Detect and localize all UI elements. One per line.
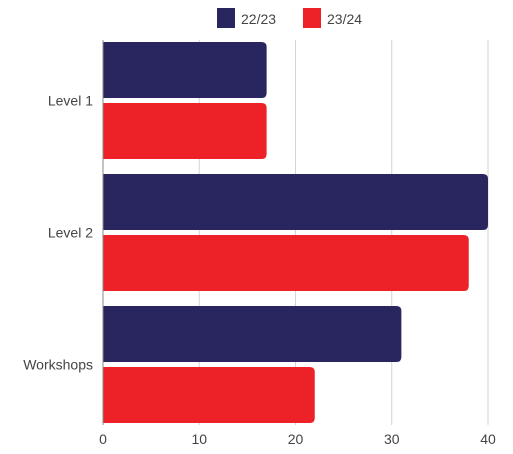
y-category-label: Workshops: [23, 357, 93, 373]
x-tick-label: 20: [288, 431, 304, 447]
bar: [103, 42, 267, 98]
bar: [103, 235, 469, 291]
bar: [103, 306, 402, 362]
y-category-label: Level 2: [48, 225, 93, 241]
bar: [103, 103, 267, 159]
legend-label: 22/23: [241, 11, 276, 27]
axes: 0 10 20 30 40 Level 1 Level 2 Workshops: [23, 40, 496, 447]
x-tick-label: 40: [480, 431, 496, 447]
y-category-label: Level 1: [48, 93, 93, 109]
x-tick-label: 10: [191, 431, 207, 447]
bars: [103, 42, 488, 423]
bar: [103, 367, 315, 423]
bar: [103, 174, 488, 230]
legend-swatch: [217, 8, 235, 28]
x-tick-label: 30: [384, 431, 400, 447]
x-tick-label: 0: [99, 431, 107, 447]
legend: 22/23 23/24: [217, 8, 362, 28]
legend-swatch: [303, 8, 321, 28]
legend-label: 23/24: [327, 11, 362, 27]
